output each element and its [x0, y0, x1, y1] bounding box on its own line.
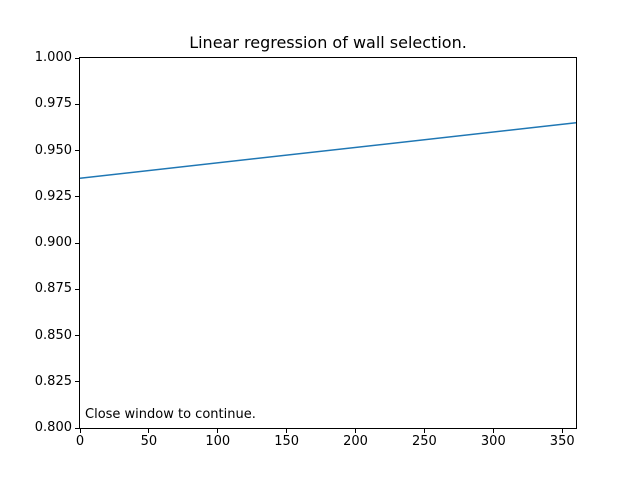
x-tick-label: 300 [480, 434, 506, 449]
y-tick-mark [75, 57, 79, 59]
y-tick-label: 0.825 [34, 373, 72, 389]
x-tick-mark [423, 429, 425, 433]
y-tick-label: 0.850 [34, 327, 72, 343]
y-tick-mark [75, 242, 79, 244]
y-tick-mark [75, 288, 79, 290]
x-tick-label: 50 [140, 434, 158, 449]
x-tick-mark [79, 429, 81, 433]
annotation-text: Close window to continue. [85, 407, 256, 422]
x-tick-mark [286, 429, 288, 433]
x-tick-label: 200 [343, 434, 368, 449]
y-tick-mark [75, 381, 79, 383]
regression-line [79, 122, 577, 179]
x-tick-mark [355, 429, 357, 433]
y-tick-label: 0.975 [34, 96, 72, 112]
y-tick-label: 0.800 [34, 420, 72, 435]
x-tick-label: 250 [412, 434, 437, 449]
chart-title: Linear regression of wall selection. [189, 33, 467, 52]
x-tick-label: 150 [274, 434, 300, 449]
x-tick-mark [561, 429, 563, 433]
y-tick-label: 1.000 [34, 50, 72, 65]
x-tick-mark [217, 429, 219, 433]
regression-line [79, 122, 577, 179]
x-tick-label: 0 [75, 434, 85, 449]
y-tick-mark [75, 103, 79, 105]
y-tick-label: 0.875 [34, 281, 72, 297]
y-tick-label: 0.925 [34, 188, 72, 204]
y-tick-mark [75, 196, 79, 198]
y-tick-mark [75, 427, 79, 429]
y-tick-label: 0.950 [34, 142, 72, 158]
x-tick-mark [492, 429, 494, 433]
plot-area: Close window to continue. 0 50 100 150 200 25… [35, 51, 577, 449]
x-tick-label: 350 [549, 434, 575, 449]
x-tick-mark [148, 429, 150, 433]
y-tick-mark [75, 335, 79, 336]
y-tick-label: 0.900 [34, 235, 72, 250]
x-tick-label: 100 [205, 434, 231, 449]
y-tick-mark [75, 150, 79, 151]
